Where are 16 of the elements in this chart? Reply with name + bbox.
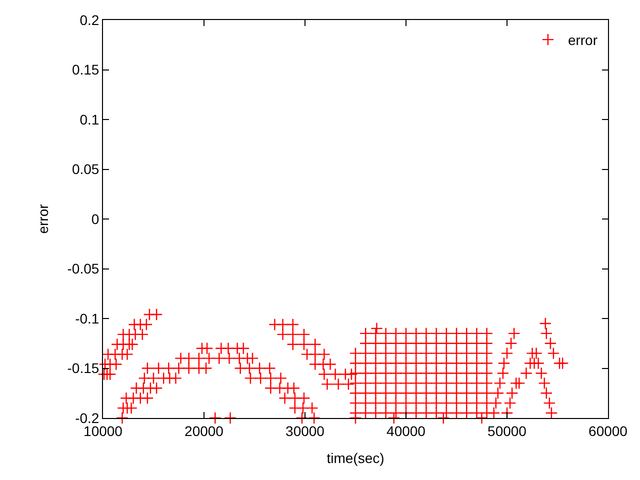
y-tick-label: 0.05: [72, 161, 100, 178]
x-tick-label: 20000: [184, 422, 224, 439]
x-tick-label: 30000: [286, 422, 325, 439]
x-tick-label: 50000: [488, 422, 527, 439]
y-tick-label: -0.05: [67, 260, 100, 277]
y-tick-label: 0.15: [72, 62, 100, 78]
y-tick-label: -0.15: [67, 360, 100, 376]
x-tick-label: 60000: [588, 422, 628, 439]
y-axis-title: error: [34, 204, 51, 234]
legend-label: error: [568, 32, 598, 48]
x-tick-label: 40000: [386, 422, 426, 439]
x-axis-title: time(sec): [326, 450, 384, 466]
y-tick-label: -0.1: [75, 310, 100, 326]
y-tick-label: 0.1: [80, 111, 100, 128]
y-tick-label: 0: [91, 210, 100, 227]
y-tick-label: 0.2: [80, 12, 100, 28]
